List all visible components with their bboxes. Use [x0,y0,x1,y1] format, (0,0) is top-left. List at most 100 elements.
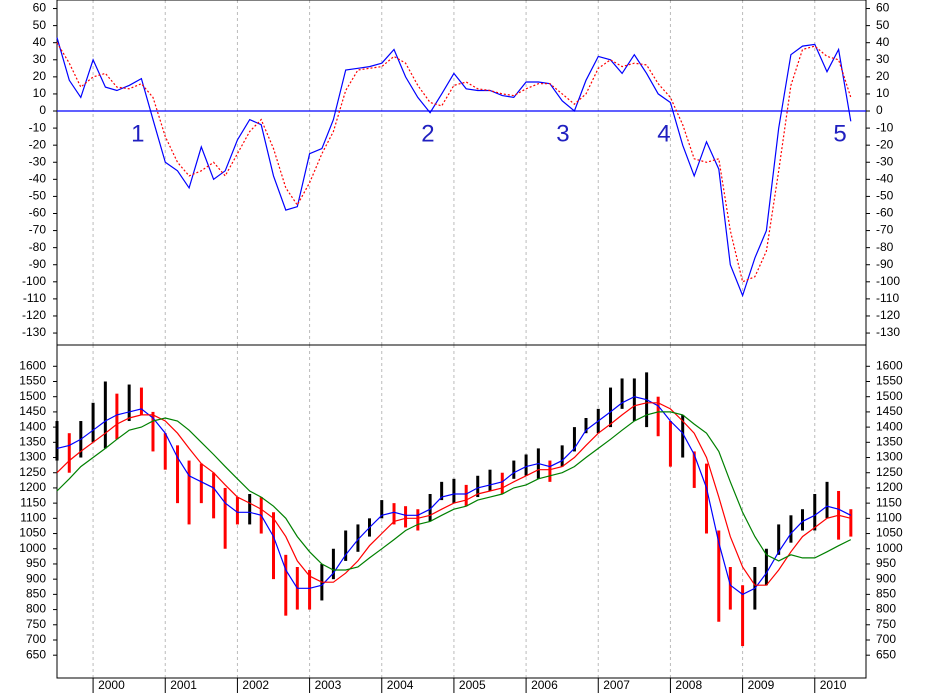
y-tick-label: 0 [39,103,46,117]
y-tick-label: -130 [22,325,46,339]
y-tick-label: -70 [29,223,47,237]
y-tick-label: -20 [29,137,47,151]
y-tick-label: 1050 [19,526,46,540]
y-tick-label: 1550 [876,374,903,388]
y-tick-label: 750 [26,617,46,631]
y-tick-label: -100 [876,274,900,288]
y-tick-label: 40 [876,35,890,49]
y-tick-label: -90 [29,257,47,271]
y-tick-label: 50 [876,18,890,32]
y-tick-label: -30 [876,154,894,168]
y-tick-label: 800 [26,602,46,616]
x-tick-label: 2005 [459,678,486,692]
y-tick-label: 700 [876,632,896,646]
y-tick-label: -80 [29,240,47,254]
y-tick-label: 1600 [19,358,46,372]
series-line [56,411,852,571]
y-tick-label: -10 [29,120,47,134]
y-tick-label: 700 [26,632,46,646]
x-tick-label: 2006 [531,678,558,692]
y-tick-label: 1450 [876,404,903,418]
y-tick-label: -20 [876,137,894,151]
annotation: 3 [556,120,569,147]
annotation: 5 [833,120,846,147]
y-tick-label: 1100 [876,511,902,525]
y-tick-label: 30 [876,52,890,66]
y-tick-label: 950 [26,556,46,570]
y-tick-label: 1100 [20,511,46,525]
y-tick-label: 1300 [19,450,46,464]
y-tick-label: 650 [876,647,896,661]
y-tick-label: 1350 [19,434,46,448]
y-tick-label: 60 [33,1,47,15]
y-tick-label: 1500 [876,389,903,403]
y-tick-label: 900 [26,571,46,585]
y-tick-label: 800 [876,602,896,616]
annotation: 4 [657,120,670,147]
y-tick-label: 850 [26,587,46,601]
y-tick-label: 1600 [876,358,903,372]
y-tick-label: 20 [876,69,890,83]
y-tick-label: -120 [876,308,900,322]
series-line [56,37,852,298]
y-tick-label: 50 [33,18,47,32]
y-tick-label: 1200 [876,480,903,494]
y-tick-label: -110 [23,291,46,305]
y-tick-label: 750 [876,617,896,631]
y-tick-label: 1350 [876,434,903,448]
y-tick-label: -100 [22,274,46,288]
series-line [56,42,852,283]
y-tick-label: -50 [29,189,47,203]
y-tick-label: 1150 [20,495,46,509]
y-tick-label: -90 [876,257,894,271]
y-tick-label: -30 [29,154,47,168]
y-tick-label: 1450 [19,404,46,418]
y-tick-label: 1500 [19,389,46,403]
x-tick-label: 2008 [675,678,702,692]
y-tick-label: 1400 [19,419,46,433]
annotation: 2 [421,120,434,147]
y-tick-label: 40 [33,35,47,49]
y-tick-label: 1000 [19,541,46,555]
x-tick-label: 2002 [242,678,269,692]
x-tick-label: 2009 [748,678,775,692]
y-tick-label: 950 [876,556,896,570]
y-tick-label: 0 [876,103,883,117]
y-tick-label: -60 [876,206,894,220]
y-tick-label: -120 [22,308,46,322]
plot-frame [56,344,867,679]
y-tick-label: -110 [876,291,899,305]
x-tick-label: 2003 [315,678,342,692]
y-tick-label: 1550 [19,374,46,388]
y-tick-label: 1250 [19,465,46,479]
y-tick-label: 900 [876,571,896,585]
annotation: 1 [131,120,144,147]
y-tick-label: 650 [26,647,46,661]
y-tick-label: -50 [876,189,894,203]
y-tick-label: 850 [876,587,896,601]
y-tick-label: 1000 [876,541,903,555]
y-tick-label: 20 [33,69,47,83]
y-tick-label: -80 [876,240,894,254]
y-tick-label: 1300 [876,450,903,464]
x-tick-label: 2010 [820,678,847,692]
y-tick-label: -70 [876,223,894,237]
x-tick-label: 2001 [170,678,197,692]
y-tick-label: 10 [876,86,890,100]
y-tick-label: 60 [876,1,890,15]
series-line [56,402,851,586]
series-line [56,396,852,596]
x-tick-label: 2000 [98,678,125,692]
x-tick-label: 2007 [603,678,630,692]
x-tick-label: 2004 [387,678,414,692]
y-tick-label: 1150 [876,495,902,509]
y-tick-label: 1400 [876,419,903,433]
y-tick-label: 1250 [876,465,903,479]
y-tick-label: 1200 [19,480,46,494]
y-tick-label: -60 [29,206,47,220]
y-tick-label: -130 [876,325,900,339]
y-tick-label: 1050 [876,526,903,540]
y-tick-label: -10 [876,120,894,134]
